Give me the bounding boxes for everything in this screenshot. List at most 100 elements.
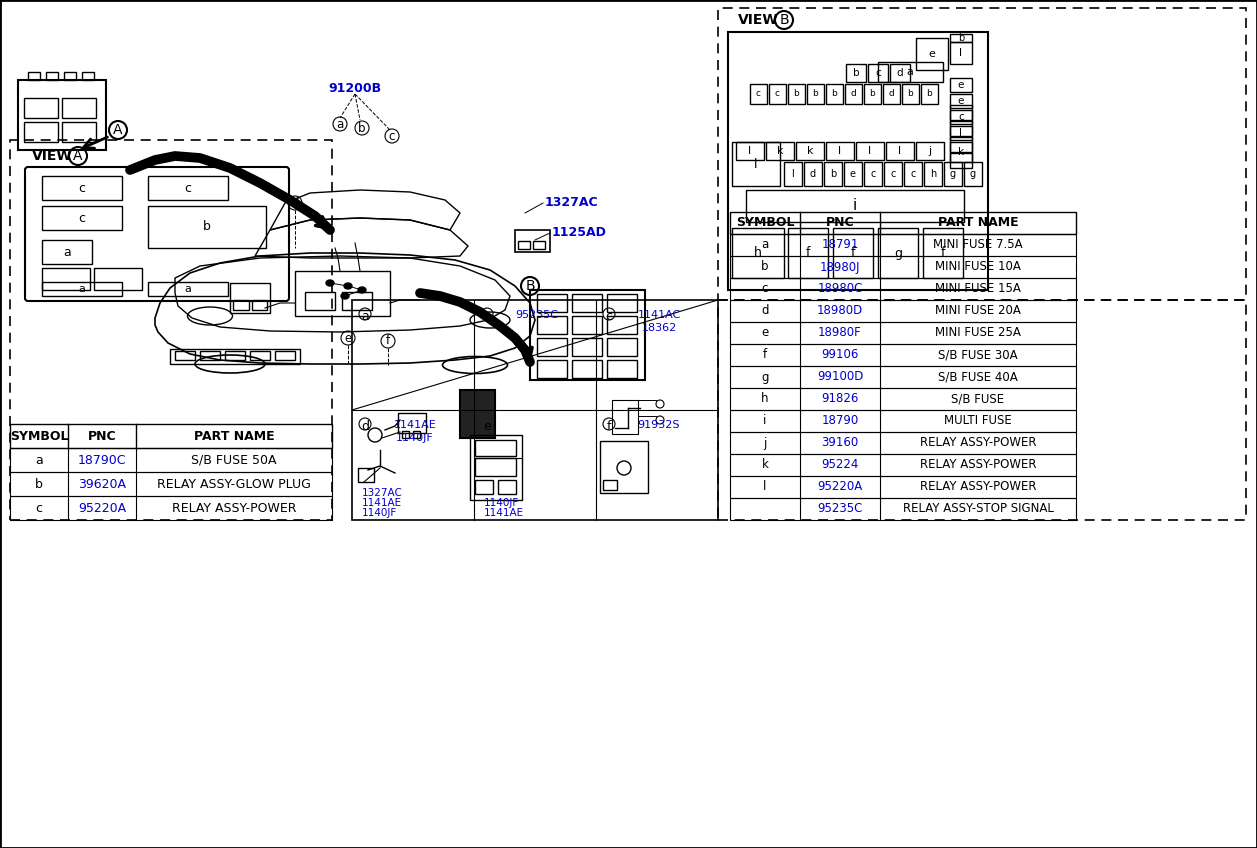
Bar	[864, 84, 881, 104]
Text: a: a	[78, 284, 85, 294]
Ellipse shape	[341, 293, 349, 299]
Text: c: c	[78, 211, 85, 225]
Bar	[62, 98, 96, 118]
Text: c: c	[755, 90, 760, 98]
Text: l: l	[959, 48, 963, 58]
Text: b: b	[830, 169, 836, 179]
Text: B: B	[525, 279, 534, 293]
Bar	[730, 344, 1076, 366]
Bar	[826, 142, 854, 160]
Bar	[607, 294, 637, 312]
Text: l: l	[748, 146, 752, 156]
Bar	[295, 271, 390, 316]
Text: PART NAME: PART NAME	[194, 429, 274, 443]
Bar	[10, 424, 332, 448]
Bar	[358, 468, 375, 482]
Text: e: e	[958, 96, 964, 106]
Bar	[572, 338, 602, 356]
Bar	[82, 72, 94, 80]
Bar	[398, 413, 426, 433]
Bar	[730, 300, 1076, 322]
Bar	[414, 431, 420, 438]
Text: f: f	[806, 247, 811, 259]
Text: i: i	[854, 198, 857, 214]
Bar	[737, 142, 764, 160]
Bar	[603, 480, 617, 490]
Bar	[804, 162, 822, 186]
Bar	[890, 64, 910, 82]
Bar	[175, 351, 195, 360]
Bar	[402, 431, 409, 438]
Bar	[730, 212, 1076, 234]
Text: S/B FUSE 40A: S/B FUSE 40A	[938, 371, 1018, 383]
Text: MINI FUSE 10A: MINI FUSE 10A	[935, 260, 1021, 274]
Bar	[275, 351, 295, 360]
Text: g: g	[970, 169, 977, 179]
Bar	[10, 448, 332, 472]
Text: 18980C: 18980C	[817, 282, 862, 295]
Bar	[826, 84, 843, 104]
Bar	[846, 64, 866, 82]
Bar	[41, 282, 122, 296]
Bar	[732, 142, 781, 186]
Bar	[964, 162, 982, 186]
Text: b: b	[762, 260, 769, 274]
Text: 99106: 99106	[821, 349, 859, 361]
Text: l: l	[959, 128, 963, 138]
Text: b: b	[926, 90, 931, 98]
Text: f: f	[940, 247, 945, 259]
Text: e: e	[762, 326, 768, 339]
Bar	[251, 300, 266, 310]
Bar	[728, 32, 988, 290]
Text: 1141AC: 1141AC	[637, 310, 680, 320]
Text: MINI FUSE 25A: MINI FUSE 25A	[935, 326, 1021, 339]
Text: 18362: 18362	[641, 323, 676, 333]
Bar	[537, 360, 567, 378]
Text: 95235C: 95235C	[817, 503, 862, 516]
Text: 1125AD: 1125AD	[552, 226, 607, 239]
Text: PNC: PNC	[88, 429, 117, 443]
Text: k: k	[777, 146, 783, 156]
Text: 95235C: 95235C	[515, 310, 558, 320]
Text: 39160: 39160	[821, 437, 859, 449]
Bar	[41, 240, 92, 264]
Text: k: k	[807, 146, 813, 156]
Bar	[788, 228, 828, 278]
Text: c: c	[762, 282, 768, 295]
Text: b: b	[958, 33, 964, 43]
Text: 18980J: 18980J	[820, 260, 860, 274]
Bar	[944, 162, 962, 186]
Bar	[94, 268, 142, 290]
Text: 95220A: 95220A	[817, 481, 862, 494]
Bar	[856, 142, 884, 160]
Text: 1140JF: 1140JF	[396, 433, 434, 443]
Bar	[475, 480, 493, 494]
Text: 1141AE: 1141AE	[362, 498, 402, 508]
Bar	[200, 351, 220, 360]
Text: h: h	[754, 247, 762, 259]
Text: f: f	[763, 349, 767, 361]
Bar	[916, 38, 948, 70]
Text: 99100D: 99100D	[817, 371, 864, 383]
Text: l: l	[763, 481, 767, 494]
Bar	[612, 400, 639, 434]
Text: b: b	[204, 220, 211, 233]
Bar	[730, 366, 1076, 388]
Bar	[950, 105, 972, 120]
Text: RELAY ASSY-POWER: RELAY ASSY-POWER	[920, 481, 1036, 494]
Bar	[730, 322, 1076, 344]
Bar	[250, 351, 270, 360]
Bar	[730, 432, 1076, 454]
Bar	[148, 206, 266, 248]
Text: MINI FUSE 7.5A: MINI FUSE 7.5A	[933, 238, 1023, 252]
Bar	[950, 34, 972, 42]
Text: c: c	[35, 501, 43, 515]
Text: k: k	[958, 147, 964, 157]
Bar	[884, 162, 903, 186]
Bar	[950, 126, 972, 140]
Text: c: c	[958, 112, 964, 122]
Text: 95220A: 95220A	[78, 501, 126, 515]
Bar	[796, 142, 825, 160]
Bar	[225, 351, 245, 360]
Bar	[950, 142, 972, 162]
